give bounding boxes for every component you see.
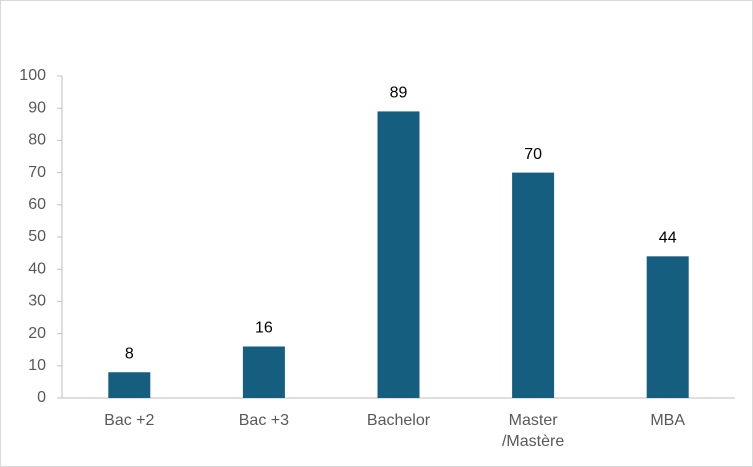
x-tick-label: MBA [650,412,686,429]
x-tick-label: Bac +3 [238,412,290,429]
data-label: 16 [255,320,273,337]
y-tick-label: 90 [28,99,46,116]
bar [108,372,151,398]
y-tick-label: 100 [19,67,46,84]
data-label: 8 [125,345,134,362]
bar [242,346,285,398]
y-tick-label: 50 [28,228,46,245]
y-tick-label: 10 [28,357,46,374]
data-label: 44 [659,230,677,247]
data-label: 70 [524,146,542,163]
data-label: 89 [390,85,408,102]
y-tick-label: 40 [28,260,46,277]
y-tick-label: 0 [37,389,46,406]
bar [512,172,555,398]
x-tick-label: Master /Mastère [501,412,565,450]
y-tick-label: 70 [28,164,46,181]
y-tick-label: 60 [28,196,46,213]
x-tick-label: Bac +2 [104,412,155,429]
y-tick-label: 80 [28,132,46,149]
y-tick-label: 30 [28,293,46,310]
bar [377,111,420,399]
x-tick-label: Bachelor [366,412,431,429]
bar [646,256,689,398]
y-tick-label: 20 [28,325,46,342]
